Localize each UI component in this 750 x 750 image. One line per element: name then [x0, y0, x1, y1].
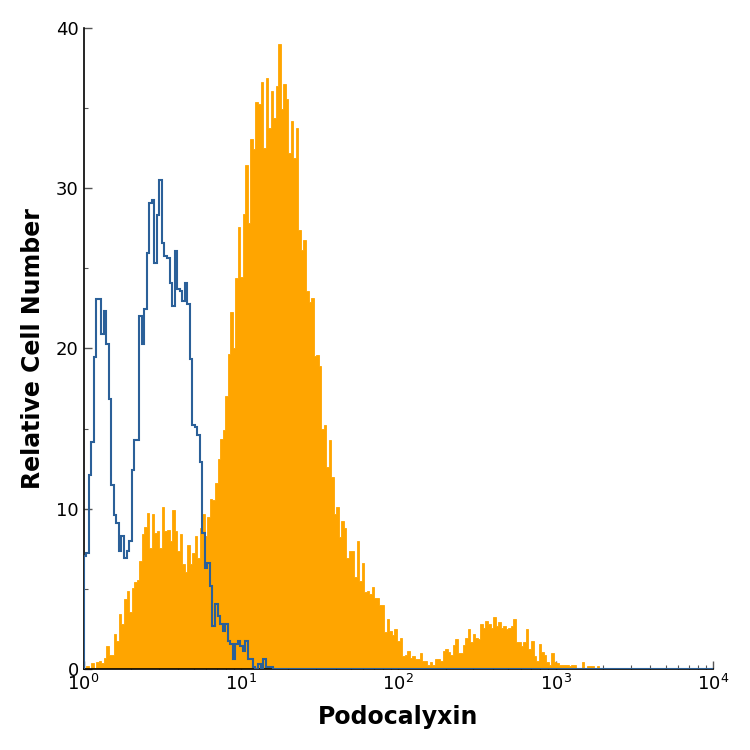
X-axis label: Podocalyxin: Podocalyxin: [318, 705, 478, 729]
Y-axis label: Relative Cell Number: Relative Cell Number: [21, 208, 45, 489]
